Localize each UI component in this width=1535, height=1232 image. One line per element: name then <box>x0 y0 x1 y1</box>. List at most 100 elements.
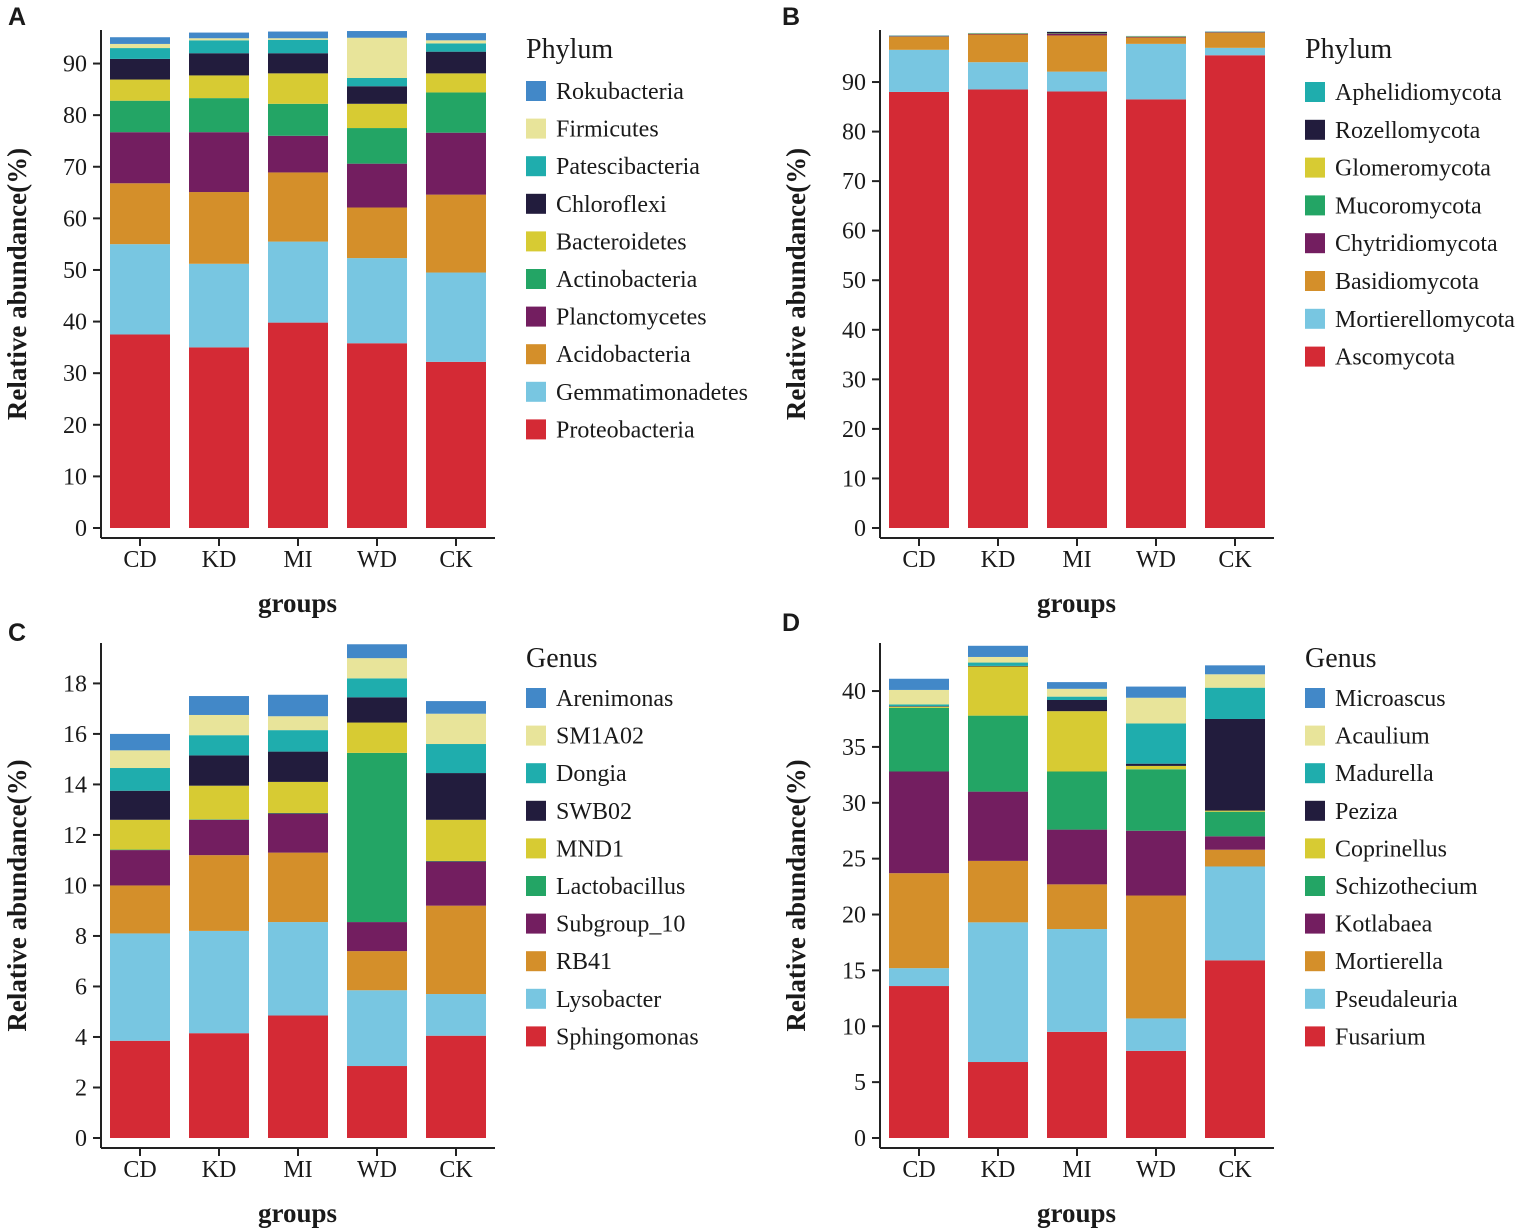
bar-segment-MI-Coprinellus <box>1047 711 1107 772</box>
bar-segment-CK-Bacteroidetes <box>426 73 486 93</box>
bar-segment-KD-Actinobacteria <box>189 98 249 133</box>
bar-segment-MI-Kotlabaea <box>1047 829 1107 885</box>
bar-segment-KD-MND1 <box>189 785 249 820</box>
panel-label: B <box>782 3 800 31</box>
x-tick-label: WD <box>1136 1157 1176 1183</box>
bar-segment-MI-Chloroflexi <box>268 53 328 74</box>
legend-label-Basidiomycota: Basidiomycota <box>1335 269 1479 295</box>
bar-segment-WD-Kotlabaea <box>1126 830 1186 896</box>
bar-segment-CD-Rokubacteria <box>110 37 170 44</box>
legend-swatch-MND1 <box>526 838 546 859</box>
legend-title: Phylum <box>526 34 613 65</box>
bar-segment-KD-Gemmatimonadetes <box>189 263 249 348</box>
bar-segment-MI-Bacteroidetes <box>268 73 328 104</box>
bar-segment-WD-Acidobacteria <box>347 207 407 259</box>
bar-segment-CD-Arenimonas <box>110 733 170 751</box>
legend-label-Subgroup_10: Subgroup_10 <box>556 912 685 938</box>
x-axis-label: groups <box>1037 588 1116 618</box>
bar-segment-WD-Basidiomycota <box>1126 37 1186 44</box>
y-tick-label: 0 <box>854 516 866 542</box>
legend-swatch-Bacteroidetes <box>526 231 546 252</box>
x-tick-label: WD <box>357 1157 397 1183</box>
bar-segment-MI-Dongia <box>268 730 328 752</box>
x-axis-label: groups <box>1037 1198 1116 1228</box>
bar-segment-WD-Microascus <box>1126 686 1186 698</box>
bar-segment-WD-SWB02 <box>347 697 407 723</box>
legend-label-Planctomycetes: Planctomycetes <box>556 305 707 331</box>
bar-segment-WD-Chloroflexi <box>347 86 407 104</box>
bar-segment-WD-Actinobacteria <box>347 128 407 164</box>
bar-segment-MI-Planctomycetes <box>268 135 328 173</box>
x-tick-label: MI <box>1062 1157 1091 1183</box>
bar-segment-KD-Kotlabaea <box>968 791 1028 861</box>
panel-label: D <box>782 609 800 637</box>
bar-segment-CD-Lysobacter <box>110 933 170 1041</box>
bar-segment-CK-Coprinellus <box>1205 810 1265 812</box>
bar-segment-CD-Planctomycetes <box>110 132 170 184</box>
legend-label-Sphingomonas: Sphingomonas <box>556 1024 699 1050</box>
panel-label: C <box>8 619 26 647</box>
bar-segment-CK-Subgroup_10 <box>426 861 486 906</box>
legend-swatch-Chytridiomycota <box>1305 233 1325 254</box>
legend-swatch-Dongia <box>526 763 546 784</box>
bar-segment-WD-Rokubacteria <box>347 31 407 38</box>
x-tick-label: CD <box>123 547 156 573</box>
bar-segment-CK-Arenimonas <box>426 701 486 714</box>
x-tick-label: KD <box>202 547 237 573</box>
bar-segment-KD-Coprinellus <box>968 666 1028 716</box>
bar-segment-KD-Acaulium <box>968 656 1028 663</box>
bar-segment-MI-Gemmatimonadetes <box>268 241 328 323</box>
bar-segment-MI-Firmicutes <box>268 38 328 40</box>
legend-swatch-Kotlabaea <box>1305 913 1325 934</box>
legend-swatch-Mortierella <box>1305 951 1325 972</box>
bar-segment-KD-Firmicutes <box>189 38 249 41</box>
bar-segment-WD-Pseudaleuria <box>1126 1018 1186 1051</box>
y-tick-label: 20 <box>63 413 87 439</box>
bar-segment-MI-Rokubacteria <box>268 31 328 39</box>
y-axis-label: Relative abundance(%) <box>781 148 811 420</box>
bar-segment-CK-Lactobacillus <box>426 860 486 862</box>
bar-segment-CK-Acidobacteria <box>426 194 486 273</box>
bar-segment-CD-Subgroup_10 <box>110 850 170 886</box>
legend-swatch-Fusarium <box>1305 1026 1325 1047</box>
legend-label-Bacteroidetes: Bacteroidetes <box>556 229 687 255</box>
bar-segment-CD-Coprinellus <box>889 706 949 708</box>
bar-segment-MI-Patescibacteria <box>268 39 328 54</box>
bar-segment-MI-Acidobacteria <box>268 172 328 242</box>
legend-label-RB41: RB41 <box>556 949 612 975</box>
bar-segment-KD-SM1A02 <box>189 714 249 736</box>
legend-label-SM1A02: SM1A02 <box>556 724 644 750</box>
legend-swatch-SWB02 <box>526 800 546 821</box>
bar-segment-CD-Fusarium <box>889 986 949 1138</box>
panel-a: A 0 10 20 30 40 50 60 70 80 90 CD KD MI WD CK groups Rela… <box>2 3 748 618</box>
bar-segment-CD-SM1A02 <box>110 750 170 769</box>
x-axis-label: groups <box>258 588 337 618</box>
bar-segment-CK-Peziza <box>1205 718 1265 811</box>
bar-segment-CK-Sphingomonas <box>426 1035 486 1138</box>
bar-segment-CD-MND1 <box>110 819 170 850</box>
bar-segment-WD-MND1 <box>347 722 407 753</box>
y-tick-label: 20 <box>842 903 866 929</box>
legend-swatch-Rokubacteria <box>526 81 546 101</box>
bar-segment-CD-Proteobacteria <box>110 334 170 528</box>
bar-segment-CK-Planctomycetes <box>426 132 486 195</box>
y-tick-label: 10 <box>842 1014 866 1040</box>
bar-segment-CD-Actinobacteria <box>110 100 170 133</box>
y-tick-label: 0 <box>75 1126 87 1152</box>
y-tick-label: 14 <box>63 772 87 798</box>
bar-segment-CD-Lactobacillus <box>110 849 170 851</box>
bar-segment-CK-Acaulium <box>1205 674 1265 688</box>
y-tick-label: 5 <box>854 1070 866 1096</box>
bar-segment-KD-Patescibacteria <box>189 40 249 54</box>
y-tick-label: 10 <box>842 466 866 492</box>
bar-segment-KD-Madurella <box>968 662 1028 666</box>
legend-label-MND1: MND1 <box>556 836 624 862</box>
legend-swatch-Microascus <box>1305 688 1325 708</box>
legend-label-Mucoromycota: Mucoromycota <box>1335 193 1482 219</box>
bar-segment-MI-Madurella <box>1047 696 1107 700</box>
bar-segment-WD-Dongia <box>347 678 407 698</box>
legend-swatch-Sphingomonas <box>526 1026 546 1047</box>
bar-segment-CD-Chloroflexi <box>110 58 170 80</box>
bar-segment-MI-Chytridiomycota <box>1047 33 1107 36</box>
bar-segment-CD-RB41 <box>110 885 170 934</box>
